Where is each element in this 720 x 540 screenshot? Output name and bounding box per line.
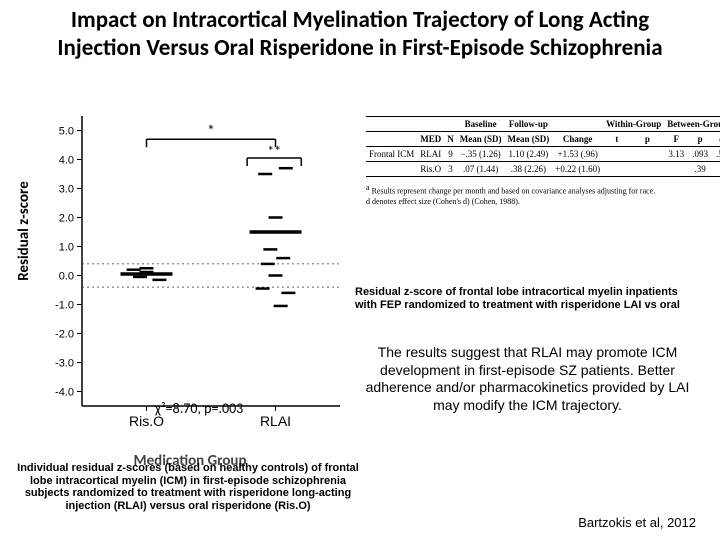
stats-table: BaselineFollow-upWithin-GroupBetween-Gro… xyxy=(366,116,720,177)
citation: Bartzokis et al, 2012 xyxy=(578,515,696,530)
page-title: Impact on Intracortical Myelination Traj… xyxy=(30,6,690,62)
results-summary: The results suggest that RLAI may promot… xyxy=(355,344,700,414)
svg-text:-4.0: -4.0 xyxy=(55,387,74,399)
svg-text:5.0: 5.0 xyxy=(59,126,74,138)
svg-text:3.0: 3.0 xyxy=(59,184,74,196)
table-footnote: a Results represent change per month and… xyxy=(366,183,706,208)
caption-right-1: Residual z-score of frontal lobe intraco… xyxy=(355,286,700,311)
svg-text:0.0: 0.0 xyxy=(59,271,74,283)
stats-table-wrap: BaselineFollow-upWithin-GroupBetween-Gro… xyxy=(366,116,706,208)
svg-text:*: * xyxy=(207,122,215,141)
svg-text:-1.0: -1.0 xyxy=(55,300,74,312)
svg-text:4.0: 4.0 xyxy=(59,155,74,167)
y-axis-label: Residual z-score xyxy=(15,181,33,281)
svg-text:RLAI: RLAI xyxy=(260,413,291,429)
svg-text:1.0: 1.0 xyxy=(59,242,74,254)
svg-text:2.0: 2.0 xyxy=(59,213,74,225)
caption-left: Individual residual z-scores (based on h… xyxy=(14,462,362,513)
residual-zscore-chart: Residual z-score -4.0-3.0-2.0-1.00.01.02… xyxy=(30,108,350,468)
svg-text:-3.0: -3.0 xyxy=(55,358,74,370)
svg-text:**: ** xyxy=(267,143,281,160)
chisq-text: χ²=8.70, p=.003 xyxy=(155,400,243,417)
svg-text:-2.0: -2.0 xyxy=(55,329,74,341)
